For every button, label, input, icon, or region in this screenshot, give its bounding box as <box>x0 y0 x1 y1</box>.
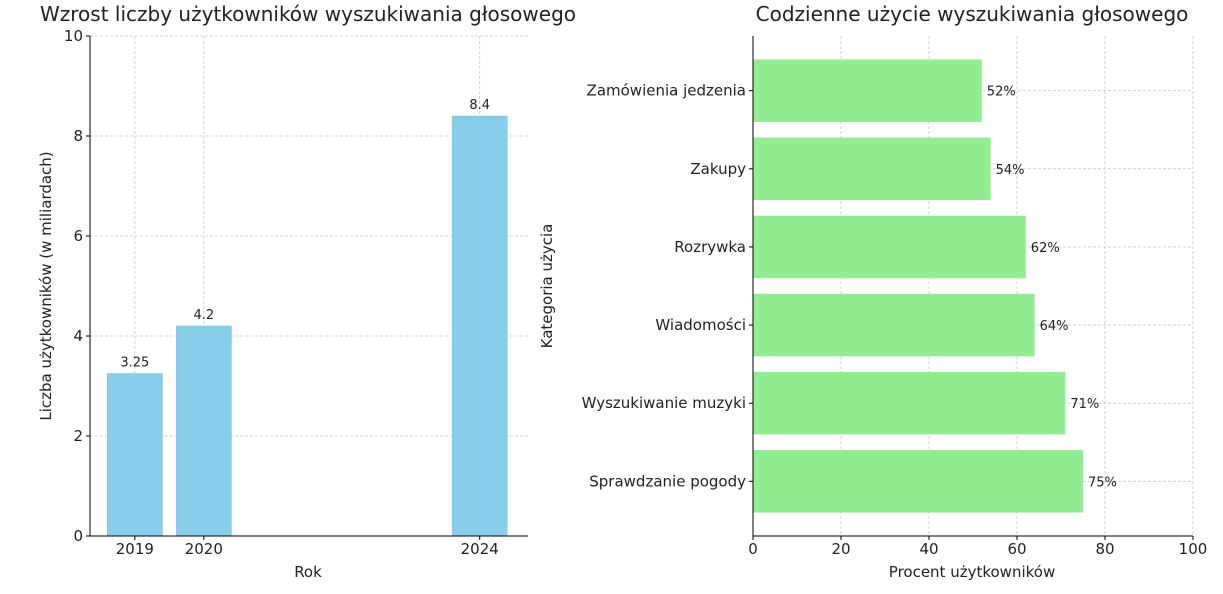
data-label: 75% <box>1088 475 1117 490</box>
y-tick-label: Rozrywka <box>674 238 746 256</box>
x-tick-label: 60 <box>1007 540 1026 558</box>
left-x-axis-label: Rok <box>294 563 322 581</box>
bar <box>753 371 1066 435</box>
bar <box>753 215 1026 279</box>
y-tick-label: 8 <box>73 127 83 145</box>
data-label: 8.4 <box>469 98 490 113</box>
right-chart-title: Codzienne użycie wyszukiwania głosowego <box>756 2 1189 26</box>
y-tick-label: Zamówienia jedzenia <box>587 82 746 100</box>
y-tick-label: Wyszukiwanie muzyki <box>582 394 746 412</box>
data-label: 54% <box>996 163 1025 178</box>
bar <box>106 373 163 537</box>
y-tick-label: Zakupy <box>690 160 746 178</box>
bar <box>753 293 1035 357</box>
bar <box>753 59 982 122</box>
right-y-axis-label: Kategoria użycia <box>538 224 556 349</box>
x-tick-label: 2019 <box>116 540 154 558</box>
right-chart: 0 20 40 60 80 100 75% Sprawdzanie pogody 71% Wysz… <box>582 36 1208 558</box>
bar <box>175 325 232 537</box>
data-label: 52% <box>987 85 1016 100</box>
data-label: 64% <box>1040 319 1069 334</box>
y-tick-label: 2 <box>73 427 83 445</box>
data-label: 3.25 <box>120 356 149 371</box>
data-label: 62% <box>1031 241 1060 256</box>
y-tick-label: 4 <box>73 327 83 345</box>
data-label: 71% <box>1070 397 1099 412</box>
x-tick-label: 20 <box>831 540 850 558</box>
y-tick-label: Sprawdzanie pogody <box>589 472 746 490</box>
right-x-axis-label: Procent użytkowników <box>889 563 1055 581</box>
x-tick-label: 0 <box>748 540 758 558</box>
y-tick-label: 10 <box>64 27 83 45</box>
left-y-axis-label: Liczba użytkowników (w miliardach) <box>37 151 55 420</box>
bar <box>753 137 991 201</box>
left-chart: 0 2 4 6 8 10 3.25 2019 4.2 2020 8.4 2024 <box>64 27 528 558</box>
bar <box>451 115 508 537</box>
x-tick-label: 40 <box>919 540 938 558</box>
y-tick-label: Wiadomości <box>655 316 746 334</box>
y-tick-label: 6 <box>73 227 83 245</box>
x-tick-label: 100 <box>1179 540 1208 558</box>
left-chart-title: Wzrost liczby użytkowników wyszukiwania … <box>40 2 576 26</box>
bar <box>753 450 1083 513</box>
x-tick-label: 2024 <box>461 540 499 558</box>
x-tick-label: 80 <box>1095 540 1114 558</box>
y-tick-label: 0 <box>73 527 83 545</box>
x-tick-label: 2020 <box>185 540 223 558</box>
data-label: 4.2 <box>193 308 214 323</box>
